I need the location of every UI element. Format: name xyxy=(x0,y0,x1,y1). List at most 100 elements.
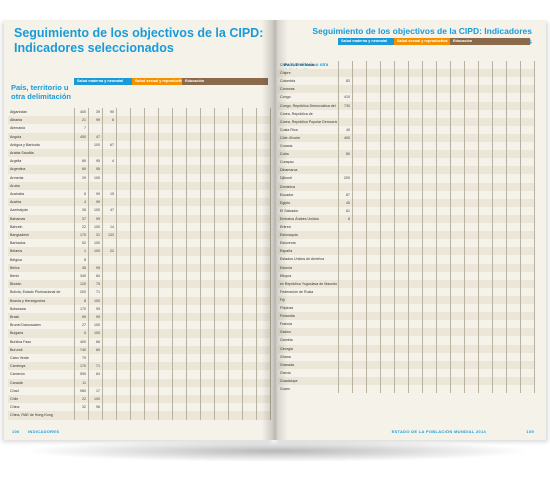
table-row: Dominica xyxy=(278,182,534,191)
row-label: Bélgica xyxy=(10,257,22,262)
table-row: Australia 6 99 15 xyxy=(8,190,270,198)
table-row: Emiratos Árabes Unidos 8 xyxy=(278,214,534,223)
table-row: Camboya 170 71 xyxy=(8,362,270,371)
row-label: Canadá xyxy=(10,380,23,385)
table-row: España xyxy=(278,247,534,256)
left-page-number: 106 xyxy=(12,429,20,434)
column-divider xyxy=(74,108,75,420)
table-cell: 81 xyxy=(346,208,350,213)
row-label: Austria xyxy=(10,200,22,205)
table-row: Bahrein 22 100 14 xyxy=(8,223,270,231)
column-divider xyxy=(102,108,103,420)
table-cell: 8 xyxy=(84,257,86,262)
table-row: China 32 96 xyxy=(8,403,270,411)
table-cell: 67 xyxy=(110,142,114,147)
table-row: Gabón xyxy=(278,328,534,337)
table-row: Belice 45 95 xyxy=(8,263,270,272)
table-cell: 37 xyxy=(82,216,86,221)
row-label: Gambia xyxy=(280,336,337,344)
table-row: Afganistán 400 39 90 xyxy=(8,108,270,116)
table-row: Barbados 52 100 xyxy=(8,239,270,247)
row-label: Australia xyxy=(10,192,24,196)
row-label: Argentina xyxy=(10,167,26,172)
row-label: Aruba xyxy=(10,183,20,188)
table-row: Bulgaria 5 100 xyxy=(8,329,270,338)
table-cell: 99 xyxy=(96,118,100,123)
row-label: Alemania xyxy=(10,126,25,131)
row-label: España xyxy=(280,247,337,255)
row-label: El Salvador xyxy=(280,208,299,213)
table-row: Costa Rica 40 xyxy=(278,126,534,134)
table-cell: 52 xyxy=(82,241,86,246)
row-label: Bahrein xyxy=(10,224,23,229)
group-header-1: Salud sexual y reproductiva xyxy=(132,78,182,85)
row-label: Albania xyxy=(10,118,22,123)
row-label: Ghana xyxy=(280,353,337,361)
table-cell: 47 xyxy=(96,134,100,139)
table-row: Camerún 590 64 xyxy=(8,370,270,378)
row-label: Bosnia y Herzegovina xyxy=(10,298,45,303)
table-row: Bolivia, Estado Plurinacional de 200 71 xyxy=(8,288,270,296)
row-label: Bangladesh xyxy=(10,233,29,237)
row-label: Congo, República Democrática del xyxy=(280,103,336,108)
table-cell: 96 xyxy=(96,405,100,410)
table-cell: 87 xyxy=(346,192,350,197)
table-row: Argentina 69 95 xyxy=(8,165,270,174)
row-label: Guam xyxy=(280,385,337,393)
table-row: Curaçao xyxy=(278,158,534,166)
table-cell: 27 xyxy=(82,323,86,328)
table-cell: 980 xyxy=(80,388,86,393)
table-cell: 99 xyxy=(96,192,100,196)
table-row: Arabia Saudita xyxy=(8,149,270,158)
row-label: Guadalupe xyxy=(280,378,298,383)
column-divider xyxy=(380,61,381,394)
table-cell: 400 xyxy=(80,339,86,344)
table-cell: 730 xyxy=(344,103,350,108)
table-cell: 740 xyxy=(80,347,86,352)
table-row: Granada xyxy=(278,360,534,369)
table-cell: 100 xyxy=(94,249,100,254)
table-cell: 170 xyxy=(80,233,86,237)
table-row: Aruba xyxy=(8,181,270,190)
right-footer: ESTADO DE LA POBLACIÓN MUNDIAL 2014 xyxy=(391,429,486,434)
row-label: Filipinas xyxy=(280,304,337,312)
column-divider xyxy=(158,108,159,420)
table-cell: 450 xyxy=(80,134,86,139)
column-divider xyxy=(352,61,353,394)
table-row: Ecuador 87 xyxy=(278,191,534,199)
table-row: Bhután 120 75 xyxy=(8,280,270,289)
column-divider xyxy=(172,108,173,420)
table-cell: 170 xyxy=(80,364,86,369)
table-row: Etiopía xyxy=(278,272,534,280)
table-row: Corea, República Popular Democrática de xyxy=(278,117,534,126)
table-row: Austria 4 99 xyxy=(8,198,270,207)
table-row: Guam xyxy=(278,385,534,393)
table-cell: 4 xyxy=(84,200,86,205)
table-row: El Salvador 81 xyxy=(278,207,534,215)
table-cell: 64 xyxy=(96,372,100,377)
left-page: Seguimiento de los objectivos de la CIPD… xyxy=(4,20,274,440)
table-cell: 200 xyxy=(80,290,86,295)
table-row: Chad 980 17 xyxy=(8,387,270,395)
table-row: Brasil 69 99 xyxy=(8,313,270,322)
row-label: Colombia xyxy=(280,77,337,85)
row-label: Afganistán xyxy=(10,110,27,114)
table-row: Antigua y Barbuda 100 67 xyxy=(8,141,270,149)
row-label: Barbados xyxy=(10,241,26,246)
table-row: Fiji xyxy=(278,295,534,304)
table-row: Grecia xyxy=(278,369,534,377)
row-label: Dominica xyxy=(280,183,337,191)
table-row: Chipre xyxy=(278,69,534,78)
row-label: Granada xyxy=(280,361,337,369)
row-label: Grecia xyxy=(280,369,337,377)
table-row: Armenia 29 100 xyxy=(8,174,270,182)
row-label: Bahamas xyxy=(10,216,26,221)
row-label: Bolivia, Estado Plurinacional de xyxy=(10,290,61,295)
table-cell: 75 xyxy=(96,282,100,287)
table-cell: 100 xyxy=(94,241,100,246)
table-row: Croacia xyxy=(278,142,534,150)
row-label: Burkina Faso xyxy=(10,339,32,344)
row-label: Croacia xyxy=(280,142,337,150)
table-cell: 6 xyxy=(112,118,114,123)
table-cell: 5 xyxy=(84,331,86,336)
